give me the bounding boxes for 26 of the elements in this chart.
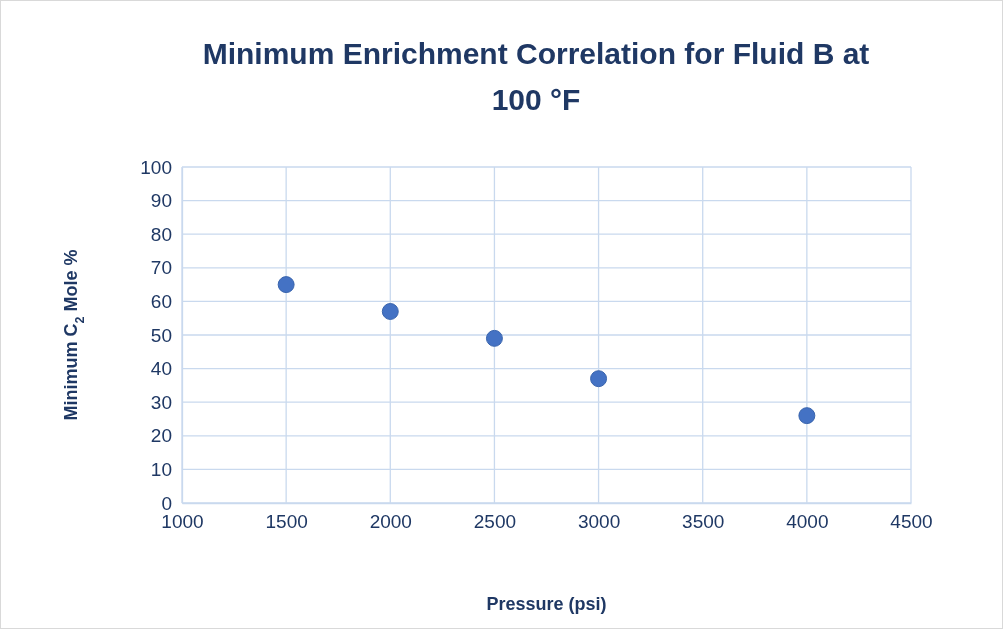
y-tick-label: 40	[150, 358, 172, 380]
x-tick-label: 3500	[682, 511, 725, 533]
y-tick-label: 100	[140, 156, 172, 178]
x-tick-label: 3000	[577, 511, 621, 533]
y-tick-label: 0	[161, 492, 172, 514]
x-tick-label: 2500	[473, 511, 517, 533]
point	[277, 276, 295, 294]
x-tick-label: 1000	[161, 511, 204, 533]
y-tick-label: 50	[150, 324, 172, 346]
x-tick-label: 1500	[265, 511, 308, 533]
x-tick-label: 4500	[890, 511, 933, 533]
point	[381, 303, 399, 320]
y-tick-label: 60	[150, 290, 172, 312]
x-tick-label: 4000	[786, 511, 829, 533]
x-tick-label: 2000	[369, 511, 412, 533]
y-tick-label: 10	[150, 458, 172, 480]
y-tick-label: 70	[150, 257, 172, 279]
x-axis-title: Pressure (psi)	[486, 594, 607, 614]
point	[485, 329, 503, 347]
y-tick-label: 90	[150, 190, 172, 212]
point	[798, 407, 816, 425]
y-tick-label: 20	[150, 425, 172, 447]
point	[590, 370, 608, 388]
y-tick-label: 80	[150, 223, 172, 245]
chart-title: Minimum Enrichment Correlation for Fluid B at 100 °F	[201, 36, 871, 118]
y-tick-label: 30	[150, 391, 172, 413]
